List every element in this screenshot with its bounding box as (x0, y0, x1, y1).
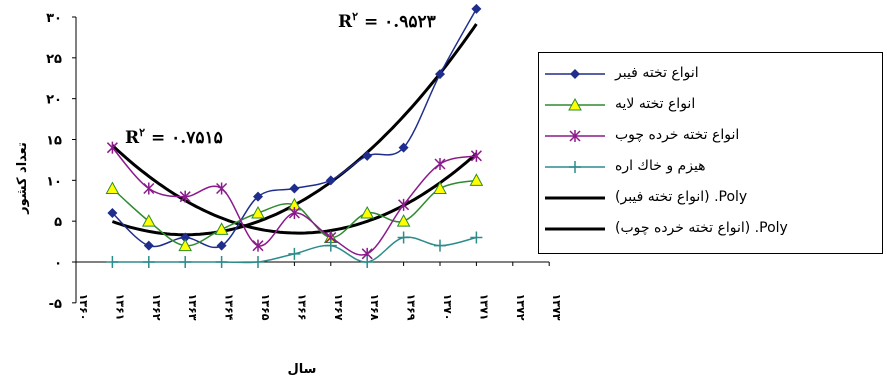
legend-item-particle: انواع تخته خرده چوب (539, 125, 879, 147)
data-point (288, 247, 301, 260)
x-tick-label: ۱۳۷۲ (514, 294, 527, 321)
y-tick-labels: -۵ ۰ ۵ ۱۰ ۱۵ ۲۰ ۲۵ ۳۰ (46, 11, 62, 312)
legend-label-particle: انواع تخته خرده چوب (615, 127, 740, 143)
legend-item-plywood: انواع تخته لايه (539, 94, 879, 116)
data-point (252, 239, 264, 252)
x-tick-label: ۱۳۶۳ (186, 294, 199, 321)
y-tick-label: ۲۵ (46, 52, 62, 67)
data-point (289, 183, 300, 194)
legend-item-sawdust: هيزم و خاك اره (539, 156, 879, 178)
data-point (396, 214, 411, 227)
x-tick-label: ۱۳۶۷ (332, 294, 345, 321)
data-point (325, 175, 336, 186)
legend-swatch-plywood (545, 97, 605, 111)
y-axis-title: تعداد كشور (15, 142, 30, 215)
data-point (361, 256, 374, 268)
x-tick-labels: ۱۳۶۰ ۱۳۶۱ ۱۳۶۲ ۱۳۶۳ ۱۳۶۴ ۱۳۶۵ ۱۳۶۶ ۱۳۶۷ ۱۳۶۸ ۱۳۶۹… (77, 294, 563, 321)
r2-label-fiber: R۲ = ۰.۹۵۲۳ (338, 10, 436, 32)
legend-swatch-sawdust (545, 161, 605, 173)
data-point (251, 205, 265, 219)
legend-swatch-poly-fiber (545, 196, 605, 200)
data-point (360, 205, 375, 219)
data-point (106, 256, 119, 268)
data-point (180, 232, 191, 243)
chart-axes (72, 16, 550, 304)
x-tick-label: ۱۳۶۸ (368, 294, 381, 321)
legend-label-fiber: انواع تخته فيبر (615, 65, 699, 81)
legend-swatch-particle (545, 130, 605, 142)
data-point (178, 238, 193, 252)
data-point (141, 214, 156, 227)
data-point (215, 256, 228, 268)
y-tick-label: ۰ (54, 256, 62, 271)
data-point (253, 191, 263, 202)
data-series (105, 3, 484, 268)
data-point (142, 256, 155, 268)
x-tick-label: ۱۳۶۵ (259, 294, 272, 321)
legend-item-fiber: انواع تخته فيبر (539, 63, 879, 85)
data-point (216, 240, 227, 251)
x-axis-title: سال (288, 362, 317, 377)
legend-item-poly-fiber: (انواع تخته فيبر) .Poly (539, 187, 879, 209)
trendline (111, 144, 478, 235)
x-tick-label: ۱۳۶۰ (77, 294, 90, 321)
x-tick-label: ۱۳۶۴ (223, 294, 236, 321)
y-tick-label: ۱۰ (46, 174, 62, 189)
legend-label-poly-particle: (انواع تخته خرده چوب) .Poly (615, 220, 788, 236)
legend: انواع تخته فيبر انواع تخته لايه انواع تخ… (538, 52, 883, 254)
x-tick-label: ۱۳۶۶ (295, 294, 308, 321)
data-point (470, 149, 482, 162)
data-point (179, 190, 191, 203)
data-point (143, 240, 154, 251)
x-tick-label: ۱۳۶۹ (405, 294, 418, 321)
x-tick-label: ۱۳۷۳ (550, 294, 563, 321)
data-point (434, 239, 446, 252)
data-point (252, 256, 264, 268)
legend-label-sawdust: هيزم و خاك اره (615, 158, 706, 174)
data-point (106, 141, 118, 154)
y-tick-label: ۲۰ (46, 93, 62, 108)
data-point (398, 142, 409, 153)
legend-label-poly-fiber: (انواع تخته فيبر) .Poly (615, 189, 748, 205)
legend-item-poly-particle: (انواع تخته خرده چوب) .Poly (539, 218, 879, 240)
y-tick-label: ۳۰ (46, 11, 62, 26)
data-point (397, 231, 410, 244)
y-tick-label: ۵ (54, 215, 62, 230)
data-point (324, 239, 337, 252)
y-tick-label: -۵ (49, 297, 62, 312)
data-point (470, 231, 483, 244)
x-tick-label: ۱۳۷۱ (477, 294, 490, 321)
data-point (143, 182, 155, 195)
x-tick-label: ۱۳۶۲ (150, 294, 163, 321)
r2-label-particle: R۲ = ۰.۷۵۱۵ (125, 126, 223, 148)
data-point (214, 222, 229, 235)
data-point (434, 158, 446, 170)
data-point (471, 3, 482, 14)
y-tick-label: ۱۵ (46, 134, 62, 149)
data-point (288, 207, 300, 219)
data-point (398, 198, 410, 211)
data-point (216, 182, 228, 195)
legend-label-plywood: انواع تخته لايه (615, 96, 696, 112)
data-point (433, 181, 447, 194)
data-point (179, 256, 192, 268)
x-tick-label: ۱۳۷۰ (441, 294, 454, 321)
x-tick-label: ۱۳۶۱ (113, 294, 126, 321)
data-point (362, 150, 373, 161)
data-point (107, 208, 118, 218)
legend-swatch-fiber (545, 69, 605, 79)
legend-swatch-poly-particle (545, 227, 605, 231)
data-point (469, 173, 484, 186)
data-point (105, 181, 120, 194)
data-point (435, 69, 445, 80)
